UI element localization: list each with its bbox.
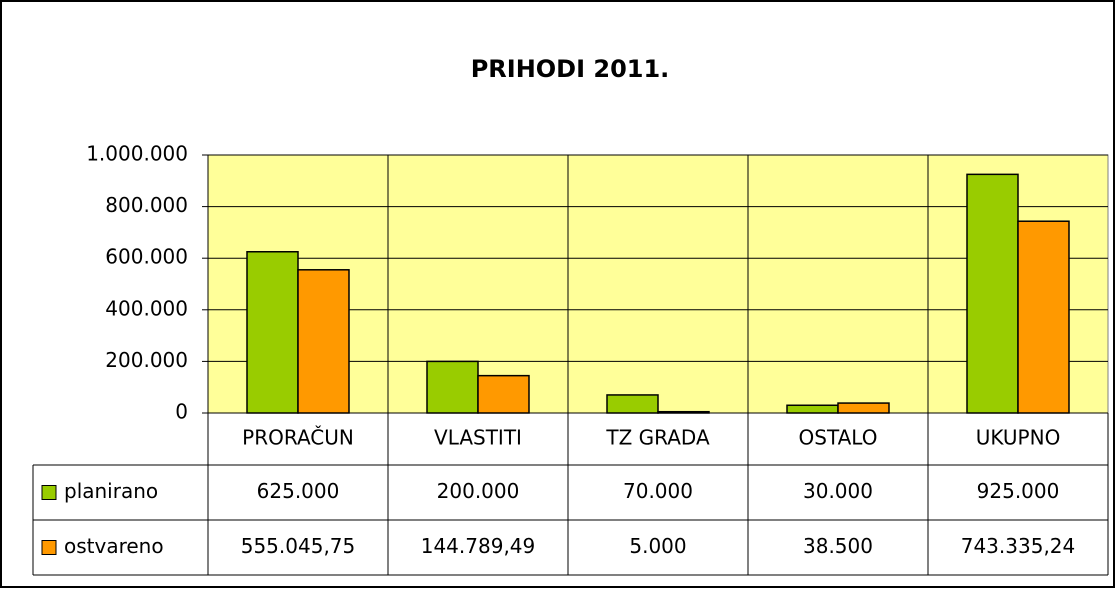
data-table-value: 625.000 (257, 479, 340, 503)
legend-swatch (41, 540, 57, 555)
bar (246, 251, 299, 414)
legend-swatch (41, 485, 57, 500)
legend-label: ostvareno (64, 534, 164, 558)
data-table-value: 70.000 (623, 479, 693, 503)
legend-label: planirano (64, 479, 158, 503)
y-tick-label: 200.000 (105, 348, 188, 372)
bar (966, 173, 1019, 414)
plot-area (207, 154, 1109, 414)
bar (477, 374, 530, 414)
data-table-value: 144.789,49 (421, 534, 536, 558)
data-table-value: 38.500 (803, 534, 873, 558)
bar (837, 402, 890, 414)
bar (1017, 220, 1070, 414)
y-tick-label: 0 (175, 400, 188, 424)
y-tick-label: 600.000 (105, 245, 188, 269)
x-tick-label: VLASTITI (434, 426, 522, 450)
data-table-value: 200.000 (437, 479, 520, 503)
chart-title: PRIHODI 2011. (471, 55, 670, 83)
bar (426, 360, 479, 414)
y-tick-label: 800.000 (105, 193, 188, 217)
data-table-value: 555.045,75 (241, 534, 356, 558)
x-tick-label: OSTALO (799, 426, 878, 450)
x-tick-label: TZ GRADA (605, 426, 710, 450)
data-table-value: 30.000 (803, 479, 873, 503)
x-tick-label: UKUPNO (976, 426, 1061, 450)
y-tick-label: 1.000.000 (86, 142, 188, 166)
bar (297, 269, 350, 414)
x-tick-label: PRORAČUN (242, 426, 354, 450)
data-table-value: 5.000 (629, 534, 686, 558)
bar (786, 404, 839, 414)
y-tick-label: 400.000 (105, 296, 188, 320)
bar (657, 410, 710, 414)
bar (606, 394, 659, 414)
data-table-value: 743.335,24 (961, 534, 1076, 558)
data-table-value: 925.000 (977, 479, 1060, 503)
